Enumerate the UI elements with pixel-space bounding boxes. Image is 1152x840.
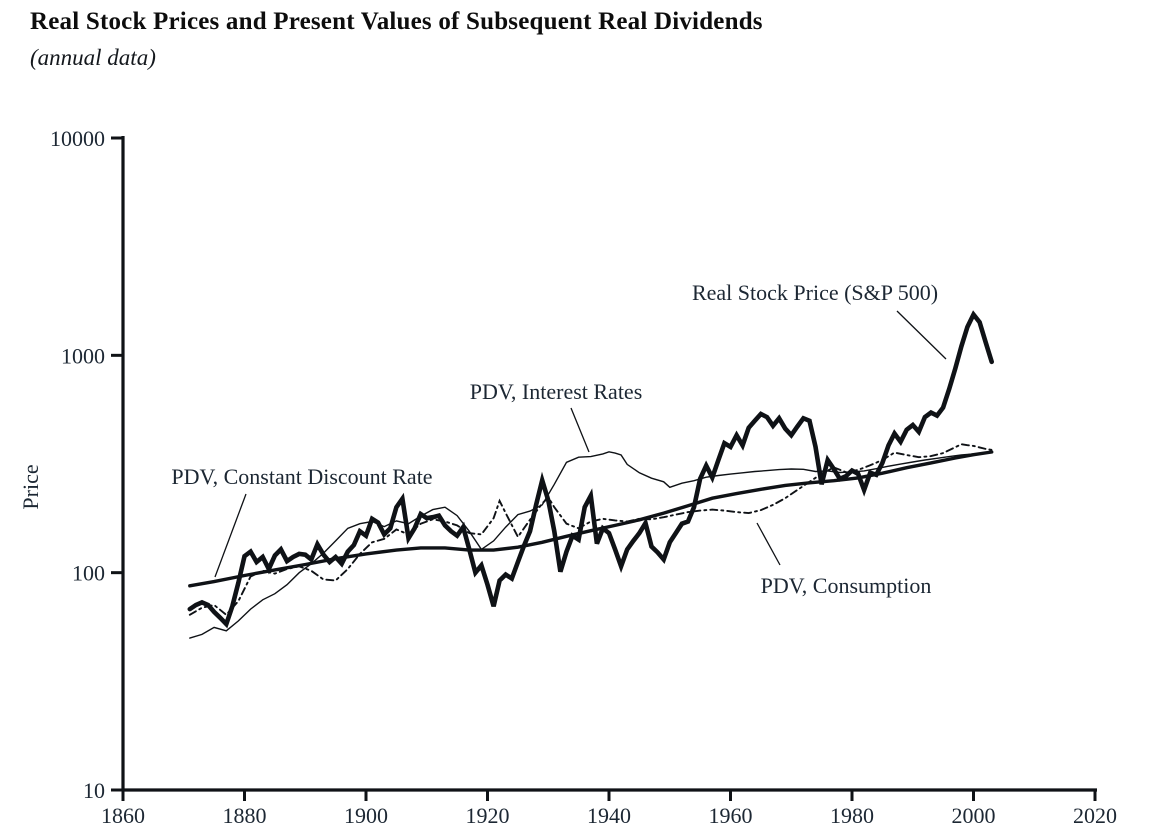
x-tick-label: 1880 (223, 803, 267, 828)
x-tick-label: 1960 (709, 803, 753, 828)
series-real-stock-price-s-p-500 (187, 310, 994, 629)
annotation-label-pdv-consumption: PDV, Consumption (761, 573, 932, 598)
annotation-leader-pdv-constant-discount-rate (214, 493, 247, 578)
page-title: Real Stock Prices and Present Values of … (30, 8, 763, 35)
x-tick-label: 1900 (344, 803, 388, 828)
annotation-label-pdv-interest-rates: PDV, Interest Rates (470, 379, 643, 404)
annotation-leader-real-stock-price-s-p-500 (896, 310, 947, 360)
annotation-label-pdv-constant-discount-rate: PDV, Constant Discount Rate (171, 464, 432, 489)
x-tick-label: 1860 (101, 803, 145, 828)
x-tick-label: 2020 (1073, 803, 1117, 828)
y-tick-label: 1000 (61, 343, 105, 368)
page-subtitle: (annual data) (30, 45, 156, 70)
y-axis-title: Price (18, 464, 43, 509)
x-tick-label: 2000 (952, 803, 996, 828)
x-tick-label: 1980 (830, 803, 874, 828)
chart-header: Real Stock Prices and Present Values of … (30, 8, 1030, 71)
y-tick-label: 100 (72, 561, 105, 586)
y-tick-label: 10 (83, 778, 105, 803)
x-tick-label: 1940 (587, 803, 631, 828)
annotation-label-real-stock-price-s-p-500: Real Stock Price (S&P 500) (692, 280, 938, 305)
annotation-leader-pdv-interest-rates (570, 407, 590, 453)
annotation-leader-pdv-consumption (756, 522, 781, 566)
y-tick-label: 10000 (50, 126, 105, 151)
x-tick-label: 1920 (466, 803, 510, 828)
